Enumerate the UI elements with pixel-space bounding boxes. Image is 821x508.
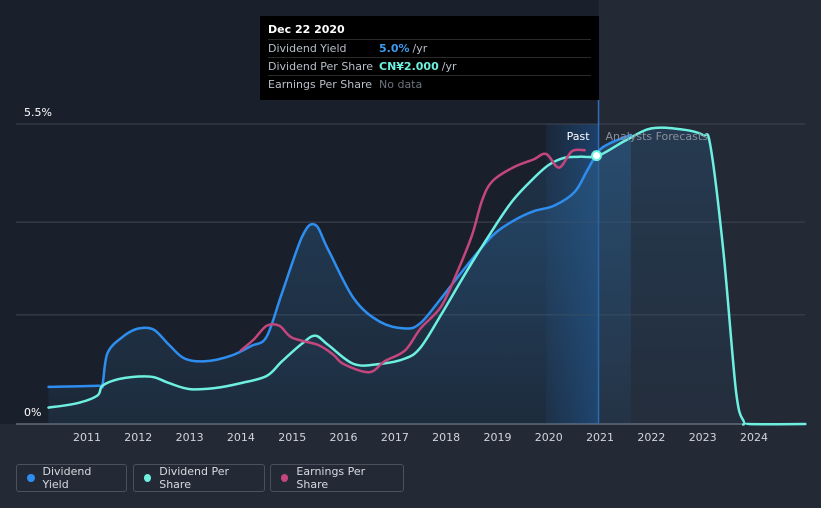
legend-dividend-yield[interactable]: Dividend Yield [16, 464, 127, 492]
tooltip-row-dividend-yield: Dividend Yield 5.0% /yr [268, 39, 591, 57]
legend-dividend-per-share[interactable]: Dividend Per Share [133, 464, 265, 492]
x-tick-label: 2012 [124, 431, 152, 444]
legend-dot-icon [281, 474, 289, 482]
dividend-per-share-area [48, 127, 806, 425]
x-tick-label: 2020 [535, 431, 563, 444]
tooltip-value: CN¥2.000 [379, 60, 439, 73]
tooltip-label: Earnings Per Share [268, 78, 373, 91]
legend-label: Dividend Yield [42, 465, 92, 491]
x-tick-label: 2015 [278, 431, 306, 444]
earnings-per-share-line [239, 148, 586, 374]
x-tick-label: 2024 [740, 431, 768, 444]
tooltip-row-dividend-per-share: Dividend Per Share CN¥2.000 /yr [268, 57, 591, 75]
x-tick-label: 2011 [73, 431, 101, 444]
tooltip-label: Dividend Per Share [268, 60, 374, 73]
forecast-label: Analysts Forecasts [606, 130, 709, 143]
tooltip-label: Dividend Yield [268, 42, 347, 55]
tooltip-value: No data [379, 78, 423, 91]
x-tick-label: 2014 [227, 431, 255, 444]
dividend-yield-line [47, 133, 633, 389]
y-tick-label: 5.5% [24, 106, 52, 119]
tooltip-unit: /yr [412, 42, 428, 55]
tooltip-date: Dec 22 2020 [268, 23, 345, 36]
x-tick-label: 2016 [330, 431, 358, 444]
legend-dot-icon [144, 474, 152, 482]
y-tick-label: 0% [24, 406, 41, 419]
x-tick-label: 2023 [689, 431, 717, 444]
dividend-per-share-line [47, 126, 807, 426]
tooltip-value: 5.0% [379, 42, 410, 55]
tooltip-unit: /yr [441, 60, 457, 73]
x-tick-label: 2021 [586, 431, 614, 444]
legend-label: Dividend Per Share [159, 465, 230, 491]
tooltip-row-earnings-per-share: Earnings Per Share No data [268, 75, 591, 93]
hover-marker [591, 150, 603, 162]
x-tick-label: 2013 [176, 431, 204, 444]
x-tick-label: 2022 [637, 431, 665, 444]
x-tick-label: 2018 [432, 431, 460, 444]
tooltip: Dec 22 2020 Dividend Yield 5.0% /yr Divi… [260, 16, 599, 100]
legend-earnings-per-share[interactable]: Earnings Per Share [270, 464, 404, 492]
legend-dot-icon [27, 474, 35, 482]
past-label: Past [567, 130, 591, 143]
legend-label: Earnings Per Share [296, 465, 366, 491]
x-tick-label: 2017 [381, 431, 409, 444]
x-tick-label: 2019 [483, 431, 511, 444]
